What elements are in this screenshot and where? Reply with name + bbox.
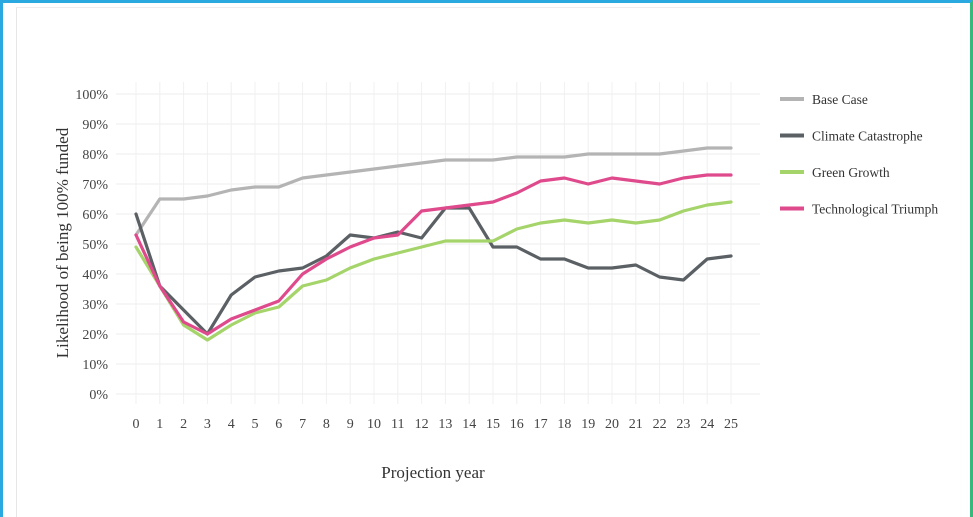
series-line-green-growth <box>134 200 733 342</box>
x-tick-label: 20 <box>605 417 619 432</box>
series-line-climate-catastrophe <box>134 206 733 336</box>
x-tick-label: 0 <box>133 417 140 432</box>
y-tick-label: 20% <box>82 328 108 343</box>
x-tick-label: 10 <box>367 417 381 432</box>
x-tick-label: 18 <box>557 417 571 432</box>
x-tick-label: 9 <box>347 417 354 432</box>
y-axis-ticks: 0% 10% 20% 30% 40% 50% 60% 70% 80% 90% 100% <box>75 88 108 403</box>
x-tick-label: 2 <box>180 417 187 432</box>
x-axis-ticks: 0 1 2 3 4 5 6 7 8 9 10 11 12 13 14 15 16 17 18 19 20 21 22 23 24… <box>133 417 739 432</box>
x-tick-label: 14 <box>462 417 476 432</box>
x-tick-label: 13 <box>438 417 452 432</box>
y-tick-label: 60% <box>82 208 108 223</box>
x-tick-label: 22 <box>653 417 667 432</box>
x-tick-label: 16 <box>510 417 524 432</box>
x-tick-label: 11 <box>391 417 404 432</box>
series-lines <box>134 146 733 342</box>
legend-label: Technological Triumph <box>812 202 938 217</box>
y-tick-label: 90% <box>82 118 108 133</box>
x-tick-label: 12 <box>415 417 429 432</box>
y-tick-label: 10% <box>82 358 108 373</box>
x-tick-label: 4 <box>228 417 235 432</box>
x-axis-title: Projection year <box>381 463 485 482</box>
y-tick-label: 30% <box>82 298 108 313</box>
x-tick-label: 8 <box>323 417 330 432</box>
y-tick-label: 80% <box>82 148 108 163</box>
y-tick-label: 100% <box>75 88 108 103</box>
y-tick-label: 0% <box>89 388 108 403</box>
x-tick-label: 17 <box>534 417 548 432</box>
x-tick-label: 3 <box>204 417 211 432</box>
x-tick-label: 7 <box>299 417 306 432</box>
x-tick-label: 25 <box>724 417 738 432</box>
x-tick-label: 1 <box>156 417 163 432</box>
legend-label: Green Growth <box>812 165 890 180</box>
x-tick-label: 6 <box>275 417 282 432</box>
y-tick-label: 50% <box>82 238 108 253</box>
x-tick-label: 15 <box>486 417 500 432</box>
y-tick-label: 40% <box>82 268 108 283</box>
series-line-base-case <box>134 146 733 237</box>
x-tick-label: 19 <box>581 417 595 432</box>
x-tick-label: 21 <box>629 417 643 432</box>
x-tick-label: 24 <box>700 417 714 432</box>
x-tick-label: 23 <box>676 417 690 432</box>
legend-label: Base Case <box>812 92 868 107</box>
legend: Base Case Climate Catastrophe Green Growth… <box>780 92 938 217</box>
legend-label: Climate Catastrophe <box>812 129 923 144</box>
y-tick-label: 70% <box>82 178 108 193</box>
y-axis-title: Likelihood of being 100% funded <box>53 127 72 358</box>
series-line-technological-triumph <box>134 173 733 336</box>
x-tick-label: 5 <box>252 417 259 432</box>
